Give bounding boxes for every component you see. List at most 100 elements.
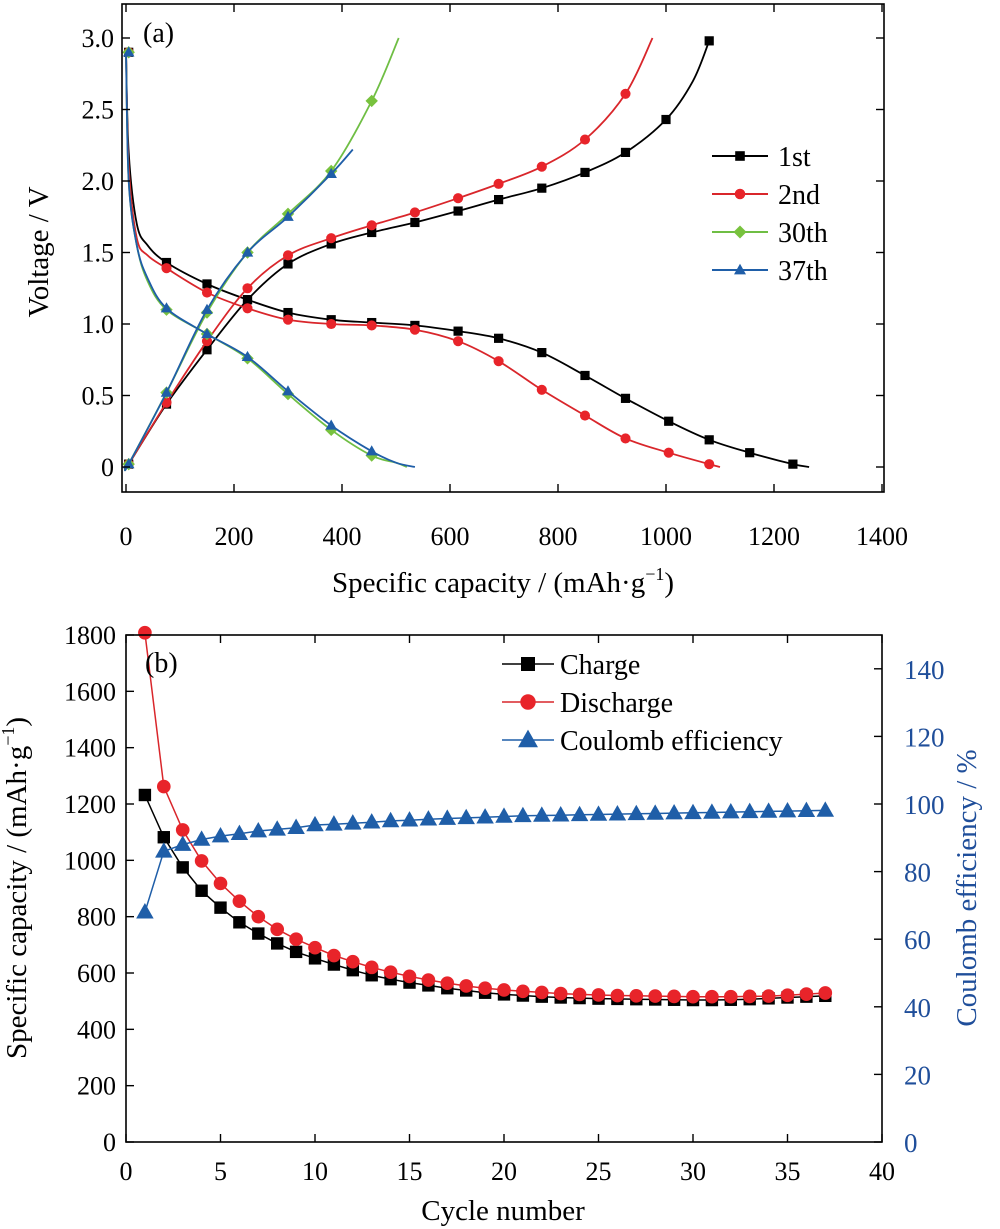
series-Discharge-point-8 [289, 932, 303, 947]
series-Discharge-point-32 [742, 989, 757, 1004]
series-2nd-discharge-point-2 [201, 287, 213, 298]
series-2nd-charge-point-11 [579, 134, 591, 145]
panel-a-y-tick-label-4: 2.0 [82, 167, 115, 196]
series-Discharge-point-5 [232, 894, 247, 908]
panel-a-legend-label-1: 2nd [778, 180, 820, 211]
series-Discharge-point-3 [194, 854, 209, 868]
series-Coulomb efficiency-point-19 [495, 807, 513, 823]
panel-a-x-tick-label-2: 400 [323, 522, 362, 551]
series-Discharge-point-34 [780, 988, 795, 1003]
series-Coulomb efficiency-point-23 [570, 805, 589, 822]
series-Coulomb efficiency-point-35 [797, 801, 816, 818]
series-2nd-charge-point-9 [493, 178, 504, 189]
series-Coulomb efficiency-point-22 [551, 806, 570, 822]
series-1st-discharge-point-12 [620, 393, 631, 403]
series-2nd-discharge-point-7 [409, 324, 420, 335]
series-Charge-point-5 [233, 916, 246, 929]
series-1st-charge-point-12 [620, 147, 631, 157]
panel-b-y2-axis-title: Coulomb efficiency / % [951, 749, 983, 1026]
series-Discharge-point-13 [383, 965, 398, 979]
series-2nd-charge-point-4 [282, 250, 294, 261]
series-Discharge-point-9 [308, 940, 322, 955]
series-Coulomb efficiency-point-33 [759, 802, 778, 818]
series-1st-discharge-point-14 [704, 435, 714, 445]
panel-b-x-tick-label-2: 10 [302, 1157, 328, 1186]
series-2nd-discharge-point-5 [326, 318, 337, 330]
series-37th-charge-point-1 [160, 386, 173, 397]
panel-a-x-tick-label-5: 1000 [640, 522, 692, 551]
series-1st-charge-point-13 [661, 114, 671, 125]
series-37th-discharge-point-2 [201, 328, 213, 339]
series-37th-charge-point-4 [282, 210, 294, 221]
series-Coulomb efficiency-point-11 [344, 814, 362, 830]
series-Coulomb efficiency-point-3 [192, 830, 211, 846]
series-Discharge-point-24 [591, 988, 606, 1002]
panel-b-y-tick-label-5: 1000 [64, 846, 116, 875]
panel-b-x-tick-label-1: 5 [214, 1157, 227, 1186]
series-Discharge-point-14 [402, 969, 417, 984]
series-37th-charge-point-3 [241, 246, 254, 257]
series-Coulomb efficiency-point-34 [778, 801, 797, 818]
panel-a-x-tick-label-6: 1200 [748, 522, 800, 551]
series-1st-discharge-point-15 [745, 448, 755, 458]
series-Discharge-point-30 [705, 989, 719, 1004]
series-Coulomb efficiency-point-36 [816, 801, 835, 817]
series-Coulomb efficiency-point-14 [400, 811, 419, 827]
series-Charge-point-0 [138, 788, 152, 802]
series-Discharge-point-18 [478, 981, 492, 996]
panel-a-ticks: 0 200 400 600 800 1000 1200 1400 0 0.5 1.0 1.5 2.0 2.… [82, 4, 908, 551]
panel-a-x-tick-label-1: 200 [215, 522, 254, 551]
series-Discharge-point-17 [459, 979, 474, 993]
panel-b-y-tick-label-7: 1400 [64, 734, 116, 763]
panel-b-y-tick-label-4: 800 [77, 903, 116, 932]
series-Discharge-point-11 [345, 954, 360, 969]
panel-b-y-tick-label-9: 1800 [64, 621, 116, 650]
series-2nd-discharge-point-8 [453, 336, 464, 347]
series-Coulomb efficiency-point-20 [514, 806, 532, 823]
series-1st-discharge-point-16 [788, 459, 798, 469]
series-2nd-charge-point-1 [161, 397, 172, 408]
series-Charge-point-3 [195, 884, 208, 897]
series-2nd-discharge-point-3 [242, 303, 253, 314]
series-1st-discharge-point-11 [580, 370, 590, 381]
series-Coulomb efficiency-point-16 [438, 809, 457, 825]
panel-b-y-axis-title: Specific capacity / (mAh·g−1) [0, 717, 33, 1059]
panel-b-series-layer [136, 625, 835, 1007]
series-Discharge-point-16 [440, 976, 455, 990]
series-Charge-point-4 [214, 901, 227, 914]
panel-a-legend-marker-3 [734, 263, 746, 275]
series-1st-discharge-point-10 [537, 348, 547, 358]
series-Discharge-point-25 [610, 988, 625, 1003]
panel-b-y2-tick-label-7: 140 [904, 655, 945, 685]
series-Charge-point-9 [308, 952, 322, 965]
series-Discharge-point-21 [534, 985, 549, 1000]
series-2nd-charge-point-3 [242, 283, 253, 294]
series-1st-discharge-point-9 [494, 333, 504, 343]
panel-b-x-tick-label-3: 15 [397, 1157, 423, 1186]
series-1st-discharge-point-8 [453, 326, 463, 336]
panel-b-legend-label-0: Charge [560, 650, 640, 681]
panel-a-legend-marker-1 [734, 188, 746, 200]
series-Coulomb efficiency-point-9 [306, 815, 324, 832]
panel-b-y2-tick-label-4: 80 [904, 858, 931, 888]
panel-b-y-tick-label-8: 1600 [64, 677, 116, 706]
series-Discharge-point-2 [175, 823, 190, 837]
series-1st-charge-line [124, 40, 711, 471]
series-Coulomb efficiency-point-17 [457, 808, 475, 825]
panel-b-y2-tick-label-3: 60 [904, 925, 931, 955]
series-Discharge-point-4 [213, 876, 228, 891]
panel-b-y-tick-label-0: 0 [103, 1128, 116, 1157]
series-2nd-charge-point-2 [201, 336, 213, 347]
panel-a-y-tick-label-5: 2.5 [82, 96, 115, 125]
panel-b-y-tick-label-6: 1200 [64, 790, 116, 819]
series-Coulomb efficiency-point-21 [533, 806, 551, 822]
panel-a-voltage-profiles: 0 200 400 600 800 1000 1200 1400 0 0.5 1.0 1.5 2.0 2.… [23, 3, 908, 599]
panel-b-legend: Charge Discharge Coulomb efficiency [502, 650, 783, 757]
panel-a-x-axis-title: Specific capacity / (mAh·g−1) [332, 564, 674, 599]
series-2nd-discharge-point-11 [579, 410, 591, 421]
series-1st-discharge-point-2 [202, 279, 212, 289]
series-1st-discharge-point-1 [161, 257, 172, 268]
panel-b-y2-tick-label-6: 120 [904, 722, 945, 752]
panel-b-x-axis-title: Cycle number [421, 1195, 585, 1227]
series-Discharge-point-15 [421, 973, 436, 987]
